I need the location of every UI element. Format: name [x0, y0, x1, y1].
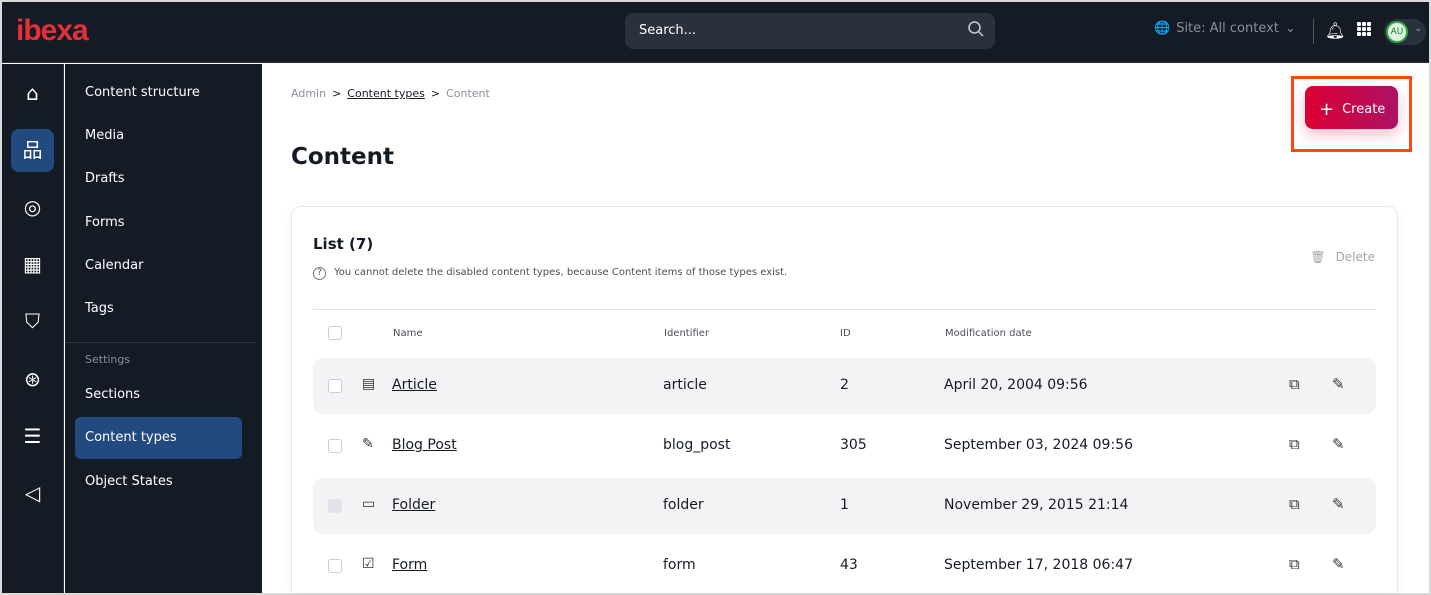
column-id[interactable]: ID	[840, 328, 851, 339]
row-date: November 29, 2015 21:14	[944, 497, 1129, 513]
copy-icon[interactable]: ⧉	[1289, 555, 1300, 573]
avatar: AU	[1386, 21, 1408, 43]
create-label: Create	[1342, 102, 1386, 117]
search-icon[interactable]	[967, 20, 985, 38]
settings-label: Settings	[85, 353, 131, 366]
ibexa-logo[interactable]: ibexa	[16, 14, 89, 47]
personalization-icon[interactable]: ⊛	[24, 367, 41, 391]
article-icon: ▤	[362, 376, 376, 392]
secondary-nav: Content structure Media Drafts Forms Cal…	[65, 64, 262, 593]
info-message: You cannot delete the disabled content t…	[334, 267, 788, 278]
nav-forms[interactable]: Forms	[85, 215, 125, 230]
home-icon[interactable]: ⌂	[26, 81, 39, 105]
row-id: 1	[840, 497, 849, 513]
nav-media[interactable]: Media	[85, 128, 125, 143]
breadcrumb-admin[interactable]: Admin	[291, 87, 327, 100]
row-date: September 17, 2018 06:47	[944, 557, 1133, 573]
delete-label: Delete	[1335, 250, 1375, 264]
trash-icon: 🗑︎	[1310, 250, 1326, 264]
row-checkbox[interactable]	[328, 559, 342, 573]
nav-drafts[interactable]: Drafts	[85, 171, 125, 186]
edit-icon[interactable]: ✎	[1332, 375, 1345, 393]
row-id: 2	[840, 377, 849, 393]
form-icon: ☑	[362, 556, 375, 572]
edit-icon[interactable]: ✎	[1332, 435, 1345, 453]
row-checkbox[interactable]	[328, 439, 342, 453]
content-types-list: List (7) ? You cannot delete the disabled…	[291, 206, 1398, 593]
row-id: 305	[840, 437, 867, 453]
nav-tags[interactable]: Tags	[85, 301, 114, 316]
breadcrumb-content-types[interactable]: Content types	[347, 87, 425, 100]
row-identifier: article	[663, 377, 707, 393]
row-identifier: folder	[663, 497, 704, 513]
column-modification-date[interactable]: Modification date	[945, 328, 1032, 339]
breadcrumb: Admin > Content types > Content	[291, 87, 490, 100]
nav-content-structure[interactable]: Content structure	[85, 85, 200, 100]
create-button[interactable]: + Create	[1305, 86, 1398, 129]
folder-icon: ▭	[362, 496, 376, 512]
list-title: List (7)	[313, 235, 374, 253]
apps-grid-icon[interactable]	[1357, 22, 1371, 36]
search-input[interactable]: Search...	[625, 13, 995, 49]
table-row: ▤ Article article 2 April 20, 2004 09:56…	[313, 358, 1376, 414]
row-date: September 03, 2024 09:56	[944, 437, 1133, 453]
blocks-icon[interactable]: ▦	[23, 252, 42, 276]
row-name-link[interactable]: Form	[392, 557, 428, 573]
content-tree-icon[interactable]: 品	[11, 129, 54, 172]
user-menu[interactable]: AU ⌄	[1384, 19, 1426, 45]
page-title: Content	[291, 144, 395, 170]
table-row: ✎ Blog Post blog_post 305 September 03, …	[313, 418, 1376, 474]
row-name-link[interactable]: Article	[392, 377, 437, 393]
row-checkbox[interactable]	[328, 379, 342, 393]
row-name-link[interactable]: Folder	[392, 497, 436, 513]
row-date: April 20, 2004 09:56	[944, 377, 1088, 393]
globe-icon[interactable]: ◎	[23, 195, 42, 219]
table-row: ▭ Folder folder 1 November 29, 2015 21:1…	[313, 478, 1376, 534]
row-identifier: blog_post	[663, 437, 731, 453]
nav-sections[interactable]: Sections	[85, 387, 141, 402]
highlight-box	[1291, 76, 1412, 152]
row-identifier: form	[663, 557, 696, 573]
help-icon: ?	[313, 267, 326, 280]
copy-icon[interactable]: ⧉	[1289, 495, 1300, 513]
info-text: ? You cannot delete the disabled content …	[313, 267, 787, 280]
edit-icon[interactable]: ✎	[1332, 495, 1345, 513]
site-label: Site: All context	[1176, 21, 1279, 36]
blog-post-icon: ✎	[362, 436, 374, 452]
edit-icon[interactable]: ✎	[1332, 555, 1345, 573]
nav-calendar[interactable]: Calendar	[85, 258, 144, 273]
nav-content-types[interactable]: Content types	[75, 417, 242, 459]
megaphone-icon[interactable]: ◁	[24, 481, 41, 505]
copy-icon[interactable]: ⧉	[1289, 435, 1300, 453]
bell-icon[interactable]: 🔔︎	[1325, 21, 1346, 40]
column-name[interactable]: Name	[393, 328, 423, 339]
main-content: Admin > Content types > Content Content + Cre…	[262, 64, 1429, 593]
nav-object-states[interactable]: Object States	[85, 474, 173, 489]
icon-rail: ⌂ 品 ◎ ▦ ⛉ ⊛ ☰ ◁	[2, 64, 64, 593]
divider	[1313, 18, 1314, 44]
top-bar: ibexa Search... 🌐 Site: All context ⌄ 🔔︎ A…	[2, 2, 1429, 63]
plus-icon: +	[1319, 99, 1335, 120]
column-identifier[interactable]: Identifier	[664, 328, 710, 339]
row-id: 43	[840, 557, 858, 573]
delete-button[interactable]: 🗑︎ Delete	[1310, 250, 1375, 264]
site-context-dropdown[interactable]: 🌐 Site: All context ⌄	[1154, 21, 1296, 36]
breadcrumb-current: Content	[446, 87, 490, 100]
row-checkbox	[328, 499, 342, 513]
globe-icon: 🌐	[1154, 21, 1171, 36]
chevron-down-icon: ⌄	[1414, 24, 1422, 34]
table-row: ☑ Form form 43 September 17, 2018 06:47 …	[313, 538, 1376, 594]
chevron-down-icon: ⌄	[1284, 21, 1296, 36]
copy-icon[interactable]: ⧉	[1289, 375, 1300, 393]
dashboard-icon[interactable]: ☰	[23, 424, 42, 448]
divider	[313, 309, 1376, 310]
row-name-link[interactable]: Blog Post	[392, 437, 457, 453]
divider	[65, 342, 255, 343]
select-all-checkbox[interactable]	[328, 326, 342, 340]
cart-icon[interactable]: ⛉	[25, 309, 40, 333]
search-placeholder: Search...	[639, 23, 697, 38]
